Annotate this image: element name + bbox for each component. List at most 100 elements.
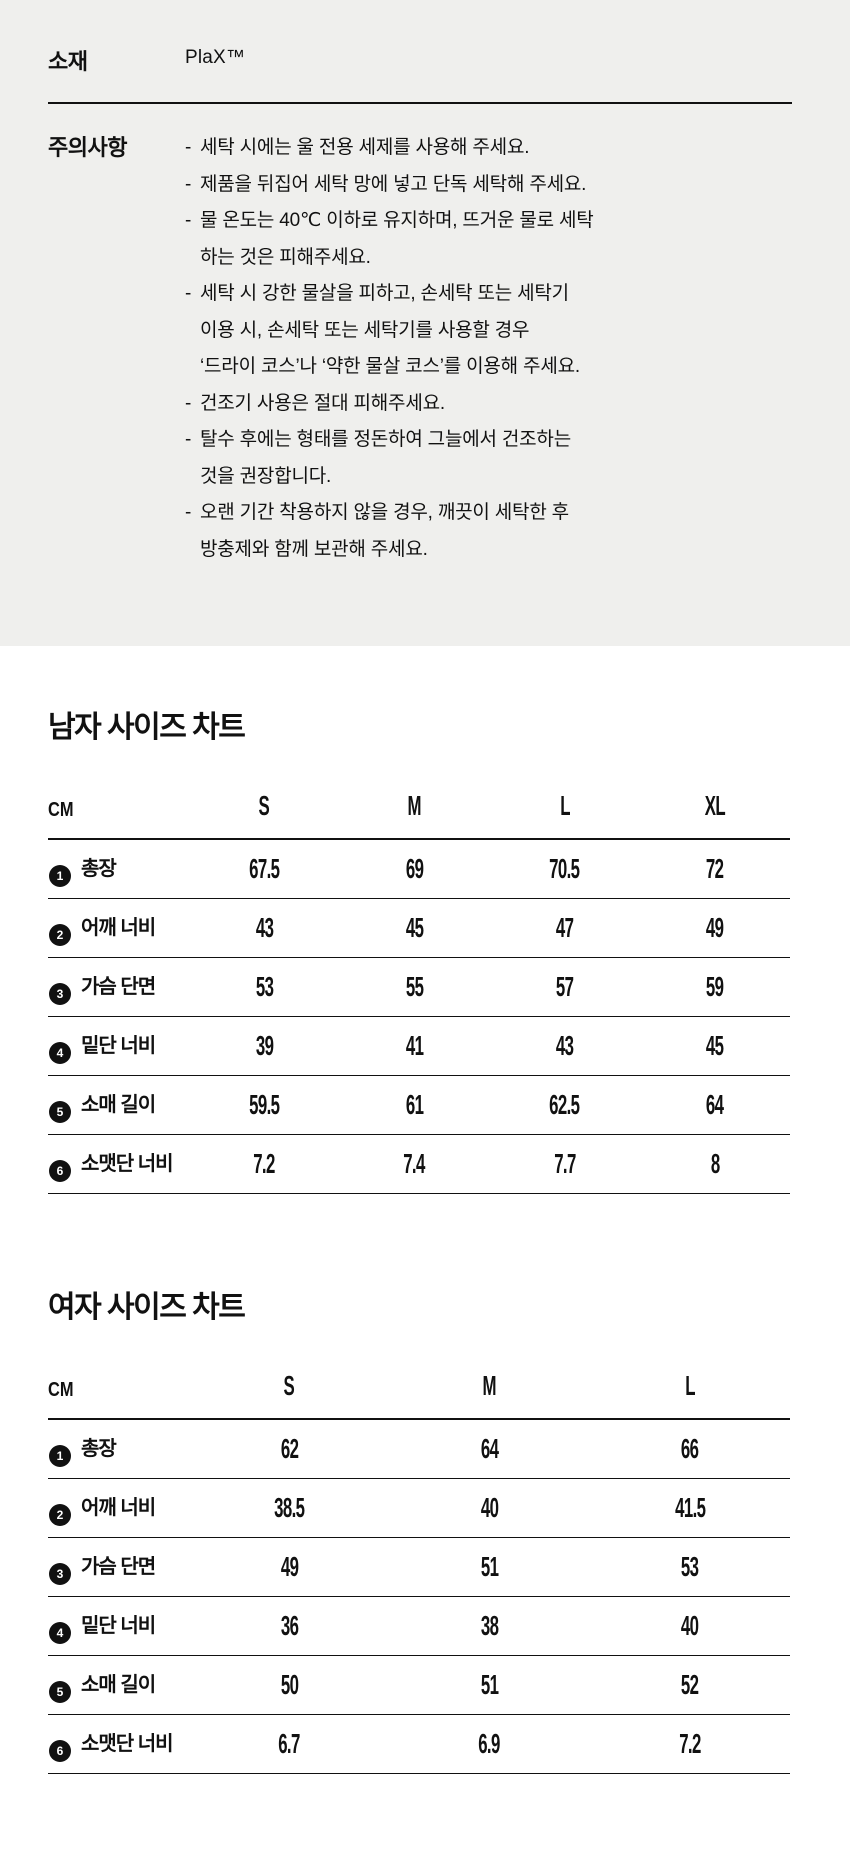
care-item-text: 제품을 뒤집어 세탁 망에 넣고 단독 세탁해 주세요.	[200, 173, 587, 195]
care-item-text: 건조기 사용은 절대 피해주세요.	[200, 392, 445, 414]
women-size-table-header-row: CM S M L	[48, 1364, 790, 1420]
care-item-text: 물 온도는 40℃ 이하로 유지하며, 뜨거운 물로 세탁 하는 것은 피해주세…	[200, 210, 594, 268]
table-row: 3 가슴 단면 49 51 53	[48, 1537, 790, 1597]
size-value-cell: 41.5	[589, 1478, 790, 1538]
size-value-cell: 53	[188, 957, 340, 1017]
size-value-cell: 51	[389, 1655, 590, 1715]
size-column-header-l: L	[489, 784, 640, 840]
table-row: 6 소맷단 너비 7.2 7.4 7.7 8	[48, 1134, 790, 1194]
row-number-badge: 2	[49, 1503, 71, 1526]
size-value-cell: 39	[188, 1016, 340, 1076]
row-number-badge: 1	[49, 864, 71, 887]
dash-bullet: -	[185, 210, 192, 231]
table-row: 2 어깨 너비 38.5 40 41.5	[48, 1478, 790, 1538]
table-row: 5 소매 길이 59.5 61 62.5 64	[48, 1075, 790, 1135]
measurement-label-cell: 1 총장	[48, 839, 189, 899]
measurement-label-cell: 5 소매 길이	[48, 1655, 189, 1715]
size-value-cell: 70.5	[489, 839, 640, 899]
table-row: 4 밑단 너비 36 38 40	[48, 1596, 790, 1656]
men-size-chart-section: 남자 사이즈 차트 CM S M L XL 1 총장 67.5 69 70.5 7…	[0, 646, 850, 1194]
women-size-chart-title: 여자 사이즈 차트	[48, 1291, 246, 1324]
size-value-cell: 6.7	[188, 1714, 390, 1774]
row-label: 소매 길이	[81, 1673, 156, 1696]
measurement-label-cell: 6 소맷단 너비	[48, 1134, 189, 1194]
measurement-label-cell: 3 가슴 단면	[48, 957, 189, 1017]
size-value-cell: 51	[389, 1537, 590, 1597]
measurement-label-cell: 4 밑단 너비	[48, 1596, 189, 1656]
size-value-cell: 57	[489, 957, 640, 1017]
size-value-cell: 61	[339, 1075, 490, 1135]
men-size-chart-title: 남자 사이즈 차트	[48, 711, 246, 744]
size-value-cell: 47	[489, 898, 640, 958]
measurement-label-cell: 2 어깨 너비	[48, 898, 189, 958]
size-value-cell: 59	[639, 957, 790, 1017]
table-row: 1 총장 62 64 66	[48, 1419, 790, 1479]
care-item: - 건조기 사용은 절대 피해주세요.	[185, 386, 594, 423]
care-item: - 제품을 뒤집어 세탁 망에 넣고 단독 세탁해 주세요.	[185, 167, 594, 204]
men-size-table-header-row: CM S M L XL	[48, 784, 790, 840]
care-item: - 물 온도는 40℃ 이하로 유지하며, 뜨거운 물로 세탁 하는 것은 피해…	[185, 203, 594, 276]
care-item: - 탈수 후에는 형태를 정돈하여 그늘에서 건조하는 것을 권장합니다.	[185, 422, 594, 495]
size-value-cell: 7.4	[339, 1134, 490, 1194]
table-row: 2 어깨 너비 43 45 47 49	[48, 898, 790, 958]
care-item-text: 세탁 시에는 울 전용 세제를 사용해 주세요.	[200, 137, 530, 158]
row-label: 가슴 단면	[81, 1555, 156, 1578]
row-label: 총장	[81, 1437, 117, 1460]
dash-bullet: -	[185, 283, 192, 304]
care-item-text: 세탁 시 강한 물살을 피하고, 손세탁 또는 세탁기 이용 시, 손세탁 또는…	[200, 283, 580, 377]
care-item-text: 오랜 기간 착용하지 않을 경우, 깨끗이 세탁한 후 방충제와 함께 보관해 …	[200, 502, 569, 560]
size-value-cell: 59.5	[188, 1075, 340, 1135]
dash-bullet: -	[185, 137, 192, 158]
care-item: - 오랜 기간 착용하지 않을 경우, 깨끗이 세탁한 후 방충제와 함께 보관…	[185, 495, 594, 568]
size-value-cell: 43	[489, 1016, 640, 1076]
measurement-label-cell: 3 가슴 단면	[48, 1537, 189, 1597]
table-row: 1 총장 67.5 69 70.5 72	[48, 839, 790, 899]
dash-bullet: -	[185, 502, 192, 523]
row-number-badge: 3	[49, 1562, 71, 1585]
row-number-badge: 6	[49, 1739, 71, 1762]
women-size-table: CM S M L 1 총장 62 64 66 2 어깨 너비 38.5 40 41.…	[48, 1364, 790, 1774]
size-value-cell: 69	[339, 839, 490, 899]
measurement-label-cell: 2 어깨 너비	[48, 1478, 189, 1538]
table-row: 4 밑단 너비 39 41 43 45	[48, 1016, 790, 1076]
dash-bullet: -	[185, 173, 192, 195]
row-label: 소맷단 너비	[81, 1732, 174, 1755]
row-number-badge: 4	[49, 1621, 71, 1644]
size-value-cell: 7.2	[589, 1714, 790, 1774]
unit-header-cell: CM	[48, 1364, 189, 1420]
table-row: 5 소매 길이 50 51 52	[48, 1655, 790, 1715]
row-number-badge: 2	[49, 923, 71, 946]
dash-bullet: -	[185, 429, 192, 450]
care-row: 주의사항 - 세탁 시에는 울 전용 세제를 사용해 주세요. - 제품을 뒤집…	[48, 104, 792, 568]
size-value-cell: 7.7	[489, 1134, 640, 1194]
size-value-cell: 8	[639, 1134, 790, 1194]
row-label: 어깨 너비	[81, 1496, 156, 1519]
row-label: 소맷단 너비	[81, 1152, 174, 1175]
women-size-chart-section: 여자 사이즈 차트 CM S M L 1 총장 62 64 66 2 어깨 너비 3…	[0, 1194, 850, 1774]
size-value-cell: 41	[339, 1016, 490, 1076]
size-value-cell: 72	[639, 839, 790, 899]
size-value-cell: 43	[188, 898, 340, 958]
size-value-cell: 6.9	[389, 1714, 590, 1774]
table-row: 3 가슴 단면 53 55 57 59	[48, 957, 790, 1017]
size-value-cell: 67.5	[188, 839, 340, 899]
unit-label: CM	[48, 799, 74, 821]
measurement-label-cell: 4 밑단 너비	[48, 1016, 189, 1076]
material-label: 소재	[48, 49, 88, 74]
size-value-cell: 62.5	[489, 1075, 640, 1135]
row-number-badge: 3	[49, 982, 71, 1005]
row-number-badge: 5	[49, 1100, 71, 1123]
care-instruction-list: - 세탁 시에는 울 전용 세제를 사용해 주세요. - 제품을 뒤집어 세탁 …	[185, 130, 594, 568]
size-value-cell: 62	[188, 1419, 390, 1479]
care-label: 주의사항	[48, 135, 127, 160]
row-label: 소매 길이	[81, 1093, 156, 1116]
size-value-cell: 66	[589, 1419, 790, 1479]
row-label: 가슴 단면	[81, 975, 156, 998]
size-column-header-xl: XL	[639, 784, 790, 840]
row-label: 밑단 너비	[81, 1034, 156, 1057]
product-info-section: 소재 PlaX™ 주의사항 - 세탁 시에는 울 전용 세제를 사용해 주세요.…	[0, 0, 850, 646]
unit-label: CM	[48, 1379, 74, 1401]
measurement-label-cell: 1 총장	[48, 1419, 189, 1479]
size-value-cell: 49	[188, 1537, 390, 1597]
size-value-cell: 7.2	[188, 1134, 340, 1194]
